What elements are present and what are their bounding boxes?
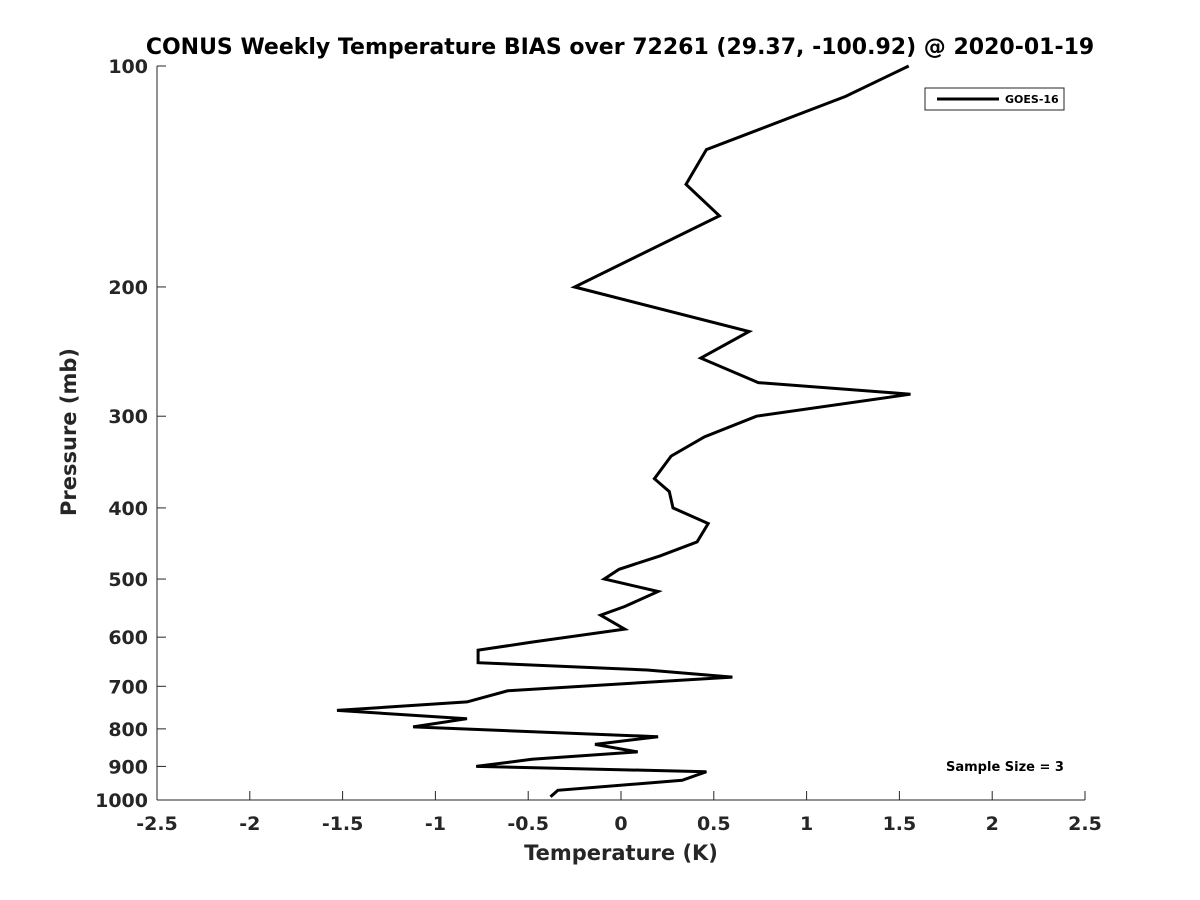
y-tick-label: 500 (108, 569, 148, 591)
y-tick-label: 1000 (95, 790, 148, 812)
y-tick-label: 300 (108, 406, 148, 428)
sample-size-annotation: Sample Size = 3 (946, 760, 1064, 775)
chart-title: CONUS Weekly Temperature BIAS over 72261… (146, 35, 1094, 60)
x-tick-label: 2 (986, 813, 999, 835)
x-tick-label: 1.5 (883, 813, 917, 835)
legend-label-goes-16: GOES-16 (1005, 93, 1059, 106)
x-tick-label: -1.5 (322, 813, 364, 835)
x-tick-label: 0.5 (697, 813, 731, 835)
x-tick-label: -2.5 (136, 813, 178, 835)
y-tick-label: 700 (108, 676, 148, 698)
legend: GOES-16 (924, 87, 1065, 111)
y-tick-label: 600 (108, 627, 148, 649)
x-tick-label: 2.5 (1068, 813, 1102, 835)
series-line-goes-16 (336, 64, 911, 798)
y-tick-label: 400 (108, 498, 148, 520)
axes: -2.5 -2 -1.5 -1 -0.5 0 0.5 1 1.5 2 2.5 100 200 300 400… (95, 56, 1102, 835)
series-group (336, 64, 911, 798)
x-tick-label: 0 (614, 813, 627, 835)
x-tick-label: -0.5 (507, 813, 549, 835)
x-tick-label: -2 (239, 813, 260, 835)
y-axis-label: Pressure (mb) (57, 348, 81, 516)
y-tick-label: 800 (108, 719, 148, 741)
y-tick-label: 200 (108, 277, 148, 299)
x-axis-label: Temperature (K) (524, 841, 718, 865)
x-tick-label: -1 (425, 813, 446, 835)
y-tick-label: 100 (108, 56, 148, 78)
x-tick-label: 1 (800, 813, 813, 835)
y-tick-label: 900 (108, 756, 148, 778)
